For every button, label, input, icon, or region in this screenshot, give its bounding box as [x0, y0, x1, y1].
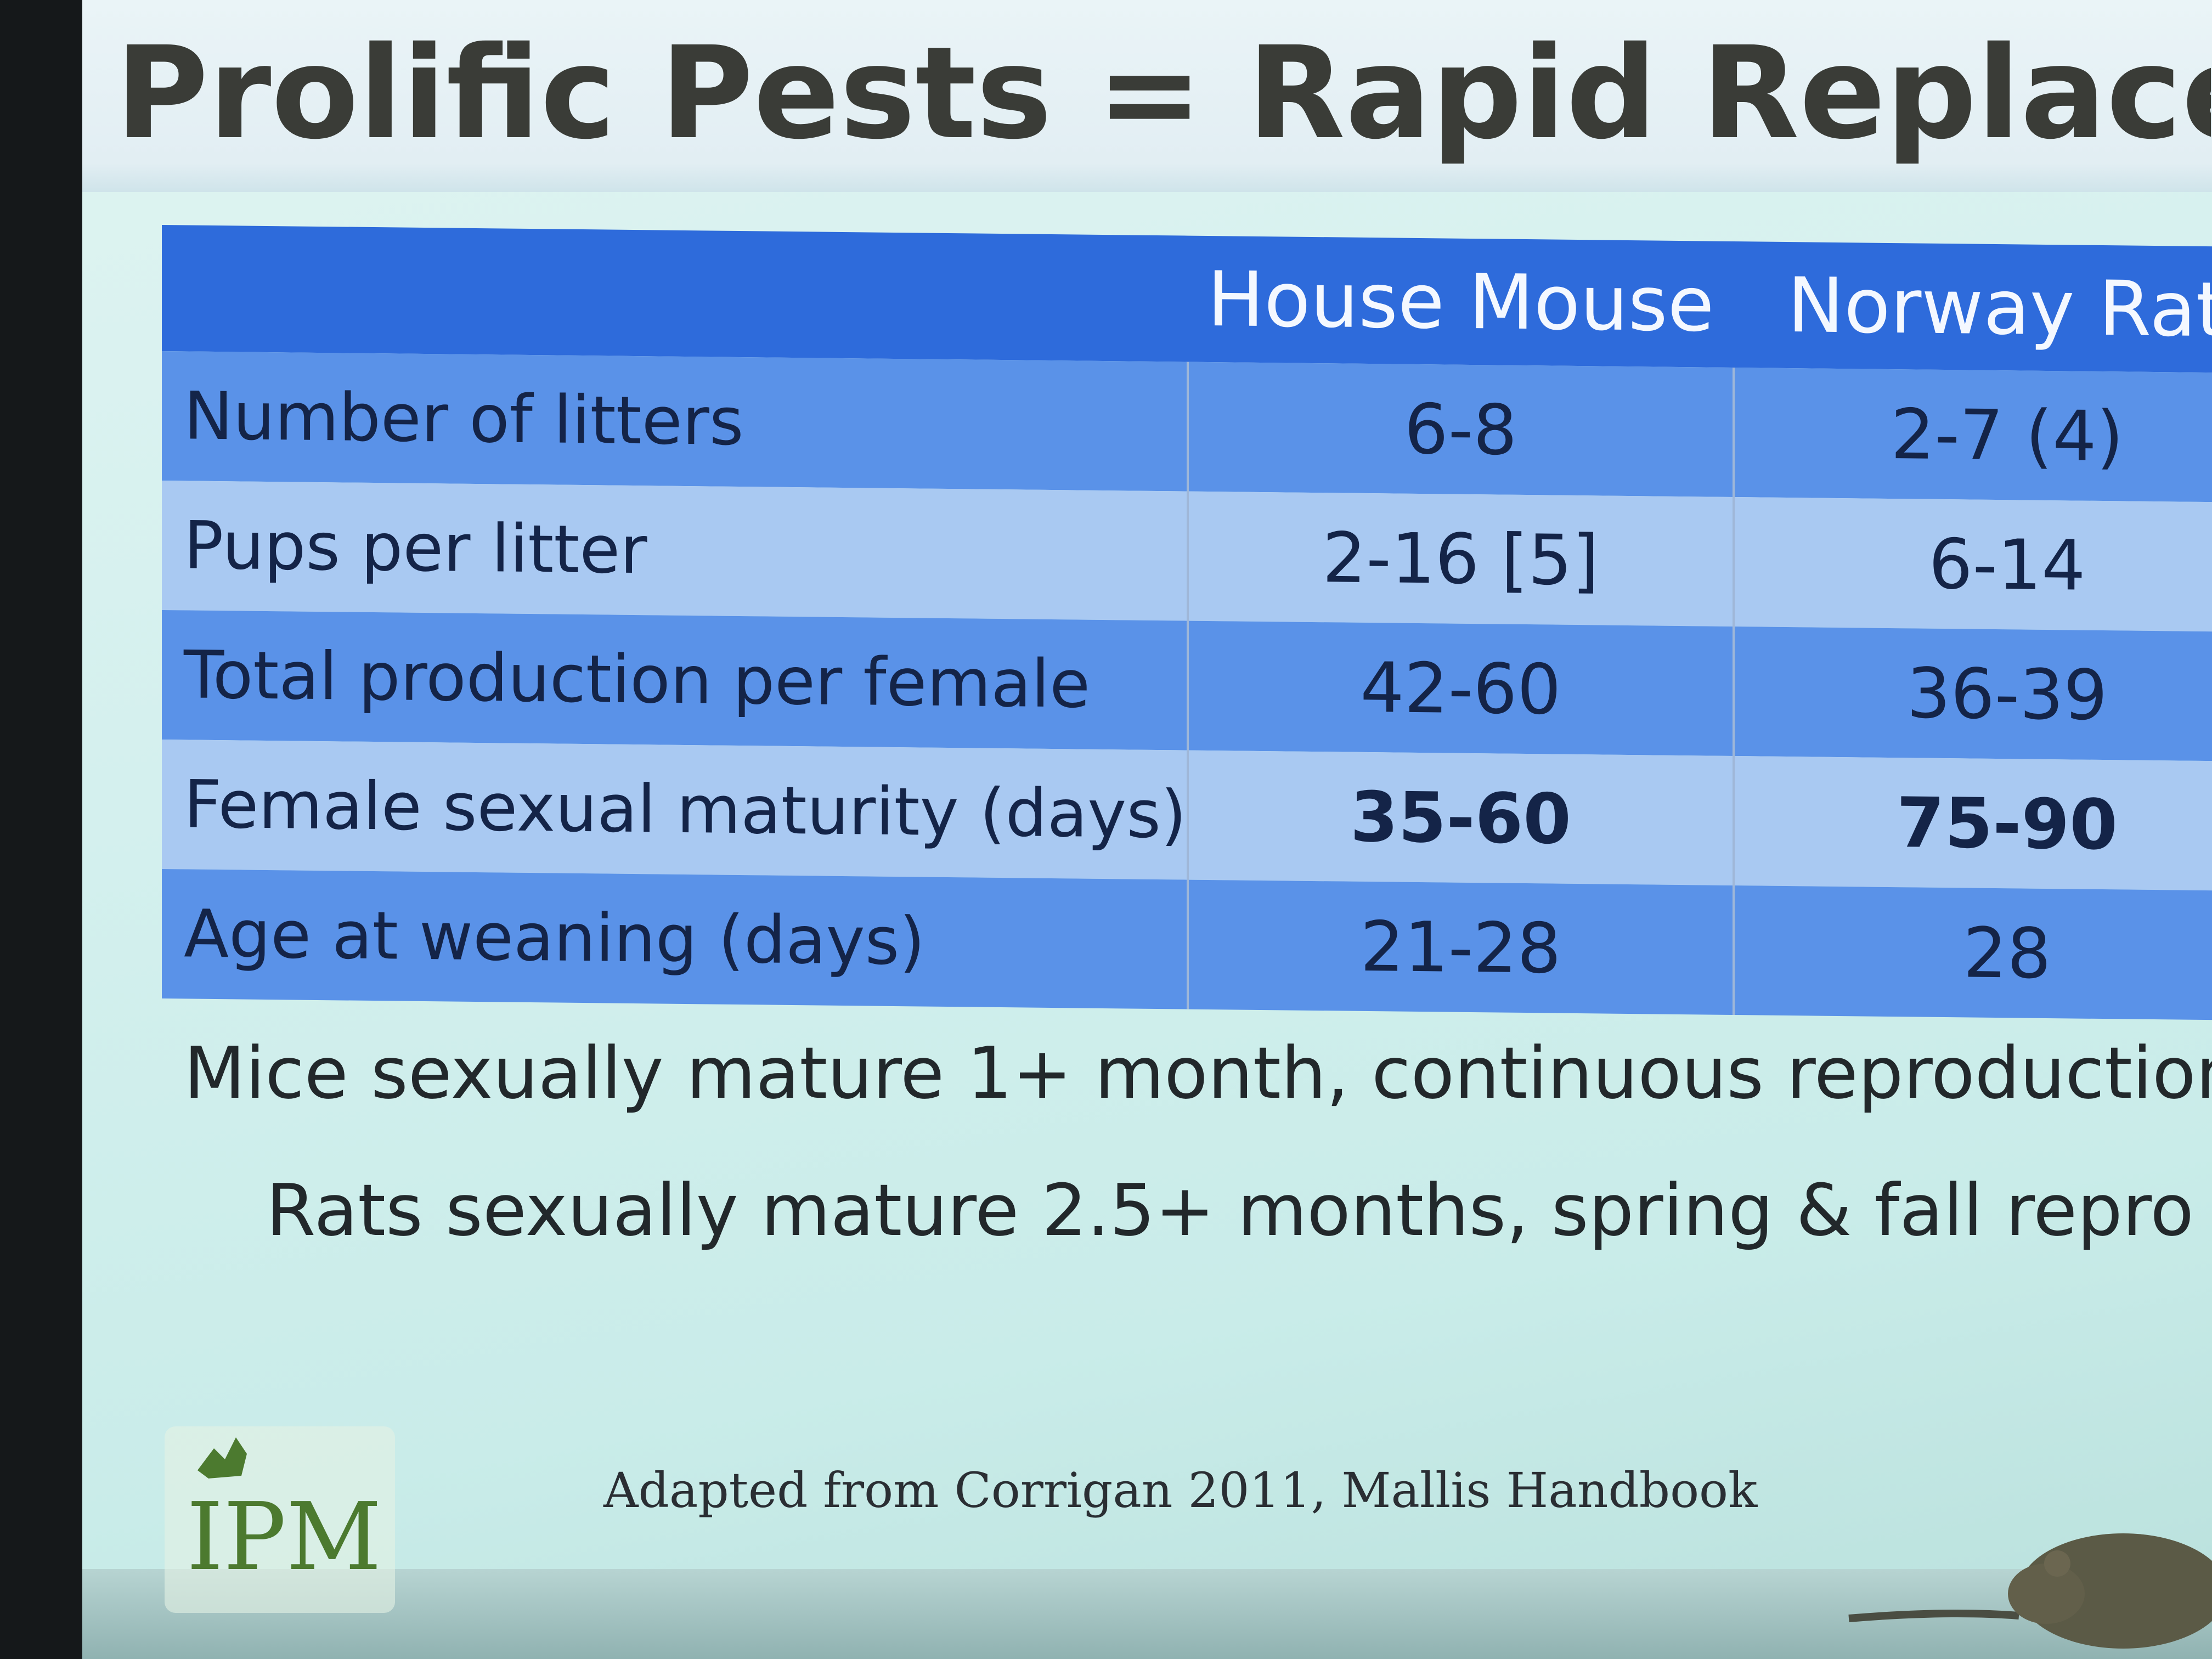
- source-credit: Adapted from Corrigan 2011, Mallis Handb…: [603, 1462, 1758, 1519]
- title-band: [82, 0, 2212, 192]
- slide-title: Prolific Pests = Rapid Replacement: [115, 22, 2211, 165]
- logo-text: IPM: [187, 1483, 382, 1592]
- rat-ear: [2044, 1550, 2070, 1577]
- note-rats: Rats sexually mature 2.5+ months, spring…: [266, 1169, 2194, 1252]
- ipm-logo: IPM: [165, 1426, 395, 1613]
- note-mice: Mice sexually mature 1+ month, continuou…: [184, 1031, 2212, 1115]
- state-outline-icon: [198, 1437, 247, 1479]
- slide: Prolific Pests = Rapid Replacement House…: [82, 0, 2212, 1659]
- rat-image: [1848, 1533, 2212, 1649]
- rat-tail: [1848, 1610, 2019, 1622]
- rat-head: [2008, 1564, 2085, 1624]
- notes-area: Mice sexually mature 1+ month, continuou…: [82, 0, 2212, 1659]
